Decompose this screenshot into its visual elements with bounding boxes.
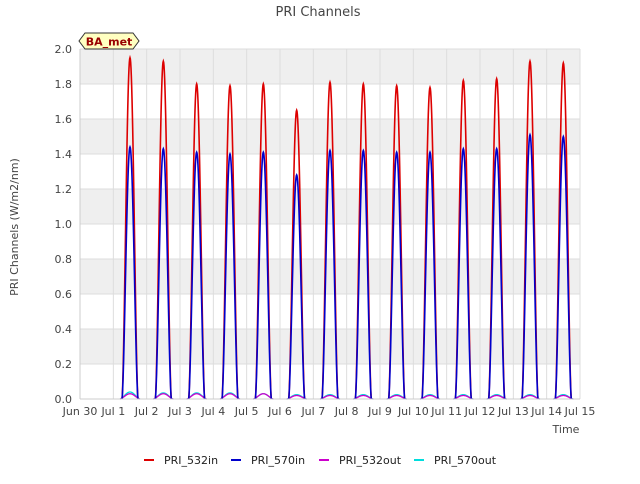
badge: BA_met [78,32,140,50]
x-tick-label: Jul 4 [200,405,225,418]
y-axis-label: PRI Channels (W/m2/nm) [8,158,21,296]
x-tick-label: Jul 1 [100,405,125,418]
series-line-PRI_570in [154,146,173,400]
series-line-PRI_570in [421,150,439,400]
legend: PRI_532in PRI_570in PRI_532out PRI_570out [144,454,497,467]
legend-label: PRI_570in [251,454,305,467]
x-tick-label: Jul 14 [530,405,562,418]
series-line-PRI_532out [186,393,207,400]
legend-label: PRI_570out [434,454,497,467]
x-tick-label: Jul 11 [430,405,462,418]
series-line-PRI_532out [353,394,374,400]
series-line-PRI_570in [254,150,273,400]
plot-band [80,189,580,224]
x-tick-label: Jul 10 [397,405,429,418]
x-tick-label: Jul 13 [497,405,529,418]
gridlines [79,48,581,400]
x-tick-label: Jul 9 [367,405,392,418]
y-tick-label: 1.6 [55,113,73,126]
plot-band [80,259,580,294]
series-line-PRI_532out [153,393,174,400]
x-tick-label: Jul 2 [134,405,159,418]
x-tick-label: Jul 15 [564,405,596,418]
series-line-PRI_570in [287,172,306,400]
series-line-PRI_570in [454,146,473,400]
series-PRI_570in [121,132,573,400]
badge-label: BA_met [86,36,133,49]
x-tick-label: Jul 6 [267,405,292,418]
series-line-PRI_532out [286,394,307,400]
series-PRI_532out [119,393,574,400]
legend-label: PRI_532out [339,454,402,467]
y-tick-label: 2.0 [55,43,73,56]
badge-box [78,32,140,50]
series-line-PRI_570in [554,134,573,400]
series-line-PRI_532out [486,394,507,400]
y-tick-label: 1.0 [55,218,73,231]
y-tick-label: 1.2 [55,183,73,196]
series-line-PRI_532out [319,394,341,400]
y-tick-label: 0.2 [55,358,73,371]
x-tick-label: Jul 8 [334,405,359,418]
legend-item-PRI_570out: PRI_570out [414,454,497,467]
series-line-PRI_570in [354,148,373,400]
x-tick-label: Jul 3 [167,405,192,418]
x-axis-label: Time [552,423,580,436]
plot-band [80,49,580,84]
legend-label: PRI_532in [164,454,218,467]
legend-item-PRI_532out: PRI_532out [319,454,402,467]
x-tick-label: Jul 12 [464,405,496,418]
series-line-PRI_532out [119,393,141,400]
y-tick-label: 0.6 [55,288,73,301]
chart-title: PRI Channels [276,5,361,20]
axes [79,49,580,400]
series-line-PRI_532out [553,394,574,400]
x-tick-label: Jun 30 [62,405,98,418]
y-tick-label: 1.8 [55,78,73,91]
series-line-PRI_532out [519,394,541,400]
series-line-PRI_570in [521,132,539,400]
y-tick-label: 1.4 [55,148,73,161]
series-line-PRI_570in [387,150,406,400]
series-line-PRI_570in [221,151,239,400]
series-line-PRI_532out [219,393,241,400]
series-line-PRI_570in [187,150,206,400]
series-line-PRI_532out [386,394,407,400]
y-tick-label: 0.4 [55,323,73,336]
y-tick-label: 0.8 [55,253,73,266]
series-line-PRI_570in [487,146,506,400]
series-line-PRI_570in [121,144,139,400]
series-line-PRI_570in [321,148,339,400]
series-layer [119,54,574,400]
series-line-PRI_532out [419,394,441,400]
y-tick-label: 0.0 [55,393,73,406]
legend-item-PRI_570in: PRI_570in [231,454,305,467]
series-line-PRI_532out [253,393,274,400]
plot-band [80,329,580,364]
x-tick-label: Jul 7 [300,405,325,418]
x-tick-label: Jul 5 [234,405,259,418]
series-line-PRI_532out [453,394,474,400]
legend-item-PRI_532in: PRI_532in [144,454,218,467]
